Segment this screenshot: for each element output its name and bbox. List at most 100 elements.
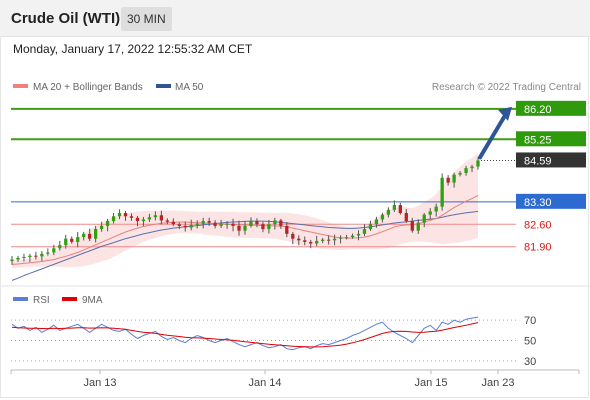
- candle-body: [332, 238, 337, 241]
- candle-body: [392, 205, 397, 210]
- candle-body: [105, 221, 110, 226]
- candle-body: [464, 168, 468, 173]
- candle-body: [368, 224, 373, 230]
- legend-ma20-label: MA 20 + Bollinger Bands: [33, 82, 143, 93]
- candle-body: [261, 224, 265, 230]
- candle-body: [422, 214, 426, 223]
- candle-body: [159, 215, 164, 221]
- candle-body: [195, 223, 199, 225]
- level-label-84-59: 84.59: [524, 155, 552, 167]
- candle-body: [99, 225, 104, 230]
- level-tag-85-25: [516, 131, 586, 147]
- level-tag-86-20: [516, 100, 586, 116]
- candle-body: [177, 224, 181, 226]
- candle-body: [147, 217, 152, 220]
- candle-body: [16, 257, 20, 260]
- candle-body: [213, 222, 217, 226]
- candle-body: [82, 233, 86, 238]
- candle-body: [231, 223, 235, 226]
- timestamp: Monday, January 17, 2022 12:55:32 AM CET: [13, 42, 253, 56]
- candle-body: [64, 238, 68, 246]
- level-label-82-60: 82.60: [524, 219, 552, 231]
- candle-body: [201, 221, 205, 224]
- legend-rsi-ma-label: 9MA: [82, 295, 103, 306]
- rsi-series-rsi: [11, 316, 479, 351]
- legend-ma50-label: MA 50: [175, 82, 204, 93]
- legend-rsi-swatch: [13, 297, 28, 301]
- candle-body: [141, 219, 146, 222]
- rsi-tick-label: 70: [524, 315, 536, 327]
- candle-body: [440, 177, 444, 207]
- candle-body: [171, 221, 175, 225]
- candle-body: [117, 213, 122, 217]
- candle-body: [189, 224, 193, 228]
- level-label-86-20: 86.20: [524, 104, 552, 116]
- candle-body: [470, 166, 474, 169]
- candle-body: [28, 255, 32, 257]
- candle-body: [374, 219, 379, 225]
- candle-body: [58, 245, 62, 249]
- candle-body: [46, 252, 50, 254]
- rsi-tick-label: 30: [524, 356, 536, 368]
- candle-body: [267, 224, 271, 230]
- candle-body: [76, 237, 80, 242]
- instrument-title: Crude Oil (WTI): [11, 10, 121, 27]
- candle-body: [315, 240, 319, 244]
- time-tick-label: Jan 14: [248, 377, 281, 389]
- candle-body: [93, 229, 98, 239]
- rsi-tick-label: 50: [524, 336, 536, 348]
- candle-body: [350, 235, 355, 238]
- candle-body: [386, 209, 391, 215]
- candle-body: [362, 229, 367, 234]
- candle-body: [135, 217, 140, 222]
- candle-body: [237, 225, 241, 231]
- candle-body: [297, 238, 301, 241]
- candle-body: [207, 221, 211, 223]
- candle-body: [398, 205, 402, 214]
- legend-ma50-swatch: [156, 84, 171, 88]
- chart-header: Crude Oil (WTI) 30 MIN: [0, 0, 590, 37]
- rsi-series-9ma: [11, 322, 479, 348]
- candle-body: [111, 216, 116, 222]
- candle-body: [40, 253, 44, 257]
- candle-body: [404, 213, 408, 222]
- candle-body: [255, 221, 259, 225]
- candle-body: [458, 172, 462, 175]
- time-tick-label: Jan 15: [414, 377, 447, 389]
- legend-rsi-label: RSI: [33, 295, 50, 306]
- candle-body: [321, 239, 325, 241]
- candle-body: [434, 206, 438, 212]
- candle-body: [446, 177, 450, 183]
- level-tag-84-59: [516, 152, 586, 168]
- candle-body: [291, 233, 295, 239]
- candle-body: [22, 256, 26, 258]
- legend-rsi-ma-swatch: [62, 297, 77, 301]
- time-tick-label: Jan 13: [83, 377, 116, 389]
- candle-body: [428, 211, 432, 215]
- candle-body: [476, 160, 480, 167]
- candle-body: [70, 238, 74, 242]
- candle-body: [34, 255, 38, 257]
- projection-arrow-head: [498, 106, 512, 121]
- candle-body: [380, 214, 385, 220]
- level-label-83-30: 83.30: [524, 197, 552, 209]
- candle-body: [129, 216, 134, 218]
- candle-body: [225, 223, 229, 225]
- candle-body: [309, 241, 313, 244]
- candle-body: [243, 225, 247, 231]
- candle-body: [165, 220, 169, 222]
- candle-body: [273, 220, 277, 225]
- bollinger-band: [12, 153, 478, 269]
- candle-body: [249, 221, 253, 226]
- candle-body: [452, 174, 456, 183]
- candle-body: [279, 220, 283, 226]
- timeframe-badge[interactable]: 30 MIN: [121, 7, 172, 31]
- candle-body: [356, 233, 361, 236]
- candle-body: [344, 237, 349, 239]
- level-tag-83-30: [516, 193, 586, 209]
- candle-body: [153, 215, 158, 218]
- candle-body: [183, 225, 187, 228]
- copyright: Research © 2022 Trading Central: [432, 82, 581, 93]
- candle-body: [10, 259, 14, 262]
- candle-body: [219, 224, 223, 226]
